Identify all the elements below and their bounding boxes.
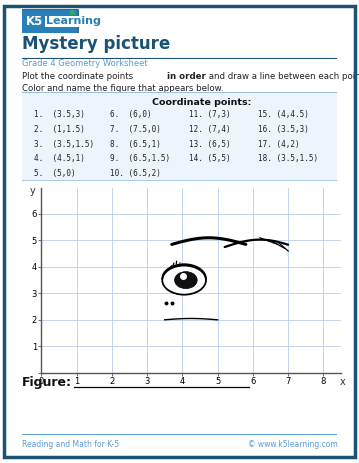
- Text: 11. (7,3): 11. (7,3): [189, 110, 230, 119]
- Text: Learning: Learning: [46, 16, 101, 26]
- Text: 3.  (3.5,1.5): 3. (3.5,1.5): [34, 140, 94, 149]
- Text: 17. (4,2): 17. (4,2): [258, 140, 300, 149]
- Text: 9.  (6.5,1.5): 9. (6.5,1.5): [110, 154, 170, 163]
- Text: 5.  (5,0): 5. (5,0): [34, 169, 76, 178]
- FancyBboxPatch shape: [18, 92, 341, 181]
- Text: 14. (5,5): 14. (5,5): [189, 154, 230, 163]
- Text: 8.  (6.5,1): 8. (6.5,1): [110, 140, 161, 149]
- Text: 13. (6,5): 13. (6,5): [189, 140, 230, 149]
- Text: Color and name the figure that appears below.: Color and name the figure that appears b…: [22, 84, 223, 93]
- Ellipse shape: [162, 266, 206, 294]
- Text: 16. (3.5,3): 16. (3.5,3): [258, 125, 309, 134]
- Text: 1.  (3.5,3): 1. (3.5,3): [34, 110, 85, 119]
- Text: 4.  (4.5,1): 4. (4.5,1): [34, 154, 85, 163]
- Text: Plot the coordinate points: Plot the coordinate points: [22, 72, 135, 81]
- Text: 10. (6.5,2): 10. (6.5,2): [110, 169, 161, 178]
- Text: 15. (4,4.5): 15. (4,4.5): [258, 110, 309, 119]
- Text: 7.  (7.5,0): 7. (7.5,0): [110, 125, 161, 134]
- Text: Reading and Math for K-5: Reading and Math for K-5: [22, 439, 119, 449]
- FancyBboxPatch shape: [19, 9, 78, 34]
- Text: 18. (3.5,1.5): 18. (3.5,1.5): [258, 154, 318, 163]
- Text: 6.  (6,0): 6. (6,0): [110, 110, 151, 119]
- Text: 12. (7,4): 12. (7,4): [189, 125, 230, 134]
- Text: Coordinate points:: Coordinate points:: [152, 98, 251, 107]
- Text: Figure:: Figure:: [22, 376, 71, 389]
- Text: and draw a line between each point.: and draw a line between each point.: [206, 72, 359, 81]
- Text: Mystery picture: Mystery picture: [22, 36, 170, 53]
- Text: 2.  (1,1.5): 2. (1,1.5): [34, 125, 85, 134]
- Text: © www.k5learning.com: © www.k5learning.com: [248, 439, 337, 449]
- Text: Grade 4 Geometry Worksheet: Grade 4 Geometry Worksheet: [22, 59, 147, 69]
- Text: in order: in order: [167, 72, 206, 81]
- Text: y: y: [29, 187, 35, 196]
- Circle shape: [174, 272, 197, 288]
- Text: x: x: [340, 377, 346, 387]
- Text: K5: K5: [26, 15, 43, 28]
